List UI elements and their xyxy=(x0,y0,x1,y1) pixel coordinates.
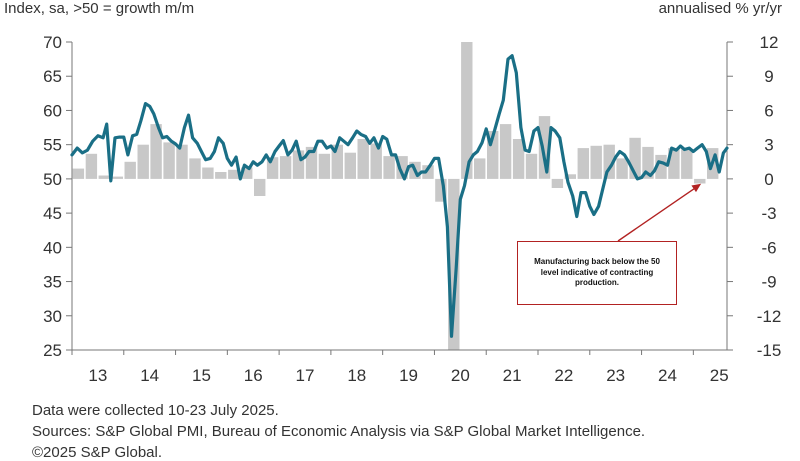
gdp-bar xyxy=(215,172,227,179)
gdp-bar xyxy=(370,143,382,179)
annotation-arrow-line xyxy=(617,186,698,242)
gdp-bar xyxy=(590,145,602,179)
gdp-bar xyxy=(694,178,706,184)
right-tick-label: 3 xyxy=(764,136,773,155)
left-axis-title: Index, sa, >50 = growth m/m xyxy=(4,0,195,17)
gdp-bar xyxy=(228,169,240,179)
x-tick-label: 16 xyxy=(244,366,263,385)
gdp-bar xyxy=(202,167,214,179)
gdp-bar xyxy=(616,158,628,179)
pmi-chart: 25 30 35 40 45 50 55 60 65 70 -15 -12 -9 -6 -3 0 3 6 9 12 13… xyxy=(43,33,782,385)
right-tick-label: 9 xyxy=(764,67,773,86)
data-collection-note: Data were collected 10-23 July 2025. xyxy=(32,402,279,419)
right-tick-label: -15 xyxy=(757,341,782,360)
left-tick-label: 25 xyxy=(43,341,62,360)
x-tick-label: 17 xyxy=(296,366,315,385)
gdp-bar xyxy=(111,176,123,179)
left-tick-label: 45 xyxy=(43,204,62,223)
left-tick-label: 60 xyxy=(43,101,62,120)
gdp-bar xyxy=(254,178,266,196)
copyright-note: ©2025 S&P Global. xyxy=(32,444,163,461)
x-tick-label: 20 xyxy=(451,366,470,385)
gdp-bar xyxy=(292,150,305,179)
gdp-bar xyxy=(85,153,98,179)
gdp-bar xyxy=(176,144,188,179)
gdp-bar xyxy=(435,178,447,202)
gdp-bar xyxy=(189,158,201,179)
gdp-bar xyxy=(422,165,434,179)
gdp-bar xyxy=(150,124,162,179)
left-tick-label: 65 xyxy=(43,67,62,86)
gdp-bar xyxy=(551,178,564,188)
right-axis-title: annualised % yr/yr xyxy=(658,0,782,17)
gdp-bar xyxy=(603,144,615,179)
gdp-bar xyxy=(668,148,680,179)
gdp-bar xyxy=(655,154,667,179)
gdp-bar xyxy=(525,153,538,179)
gdp-bar xyxy=(681,149,693,179)
annotation-arrow-head xyxy=(691,183,702,193)
gdp-bar xyxy=(642,146,654,179)
pmi-line xyxy=(70,54,729,338)
x-tick-label: 23 xyxy=(606,366,625,385)
gdp-bar xyxy=(279,156,292,179)
gdp-bar xyxy=(266,157,279,179)
gdp-bar xyxy=(344,152,356,179)
gdp-bar xyxy=(318,153,331,179)
gdp-bar xyxy=(331,144,343,179)
gdp-bar xyxy=(487,131,499,179)
x-tick-label: 22 xyxy=(554,366,573,385)
right-tick-label: -9 xyxy=(761,273,776,292)
x-tick-label: 19 xyxy=(399,366,418,385)
x-tick-label: 14 xyxy=(140,366,159,385)
gdp-bar xyxy=(577,148,589,179)
right-tick-label: -3 xyxy=(761,204,776,223)
gdp-bar xyxy=(512,139,525,179)
gdp-bar xyxy=(629,137,641,179)
x-tick-label: 21 xyxy=(503,366,522,385)
right-tick-label: 6 xyxy=(764,101,773,120)
gdp-bar xyxy=(396,156,408,179)
x-tick-label: 15 xyxy=(192,366,211,385)
left-tick-label: 30 xyxy=(43,307,62,326)
gdp-bar xyxy=(163,142,175,179)
gdp-bar xyxy=(72,168,85,179)
sources-note: Sources: S&P Global PMI, Bureau of Econo… xyxy=(32,423,646,440)
right-tick-label: -12 xyxy=(757,307,782,326)
left-tick-label: 55 xyxy=(43,136,62,155)
annotation-text: Manufacturing back below the 50 level in… xyxy=(534,256,660,288)
gdp-bar xyxy=(383,156,395,179)
x-tick-label: 13 xyxy=(88,366,107,385)
annotation-callout: Manufacturing back below the 50 level in… xyxy=(517,241,677,305)
gdp-bar xyxy=(241,167,253,179)
gdp-bar xyxy=(305,146,318,179)
x-tick-label: 18 xyxy=(347,366,366,385)
gdp-bar xyxy=(137,144,149,179)
gdp-bar xyxy=(564,174,576,179)
gdp-bar xyxy=(124,161,136,179)
left-tick-label: 70 xyxy=(43,33,62,52)
right-tick-label: -6 xyxy=(761,238,776,257)
left-tick-label: 35 xyxy=(43,273,62,292)
gdp-bar xyxy=(474,158,486,179)
right-tick-label: 0 xyxy=(764,170,773,189)
x-tick-label: 25 xyxy=(710,366,729,385)
x-tick-label: 24 xyxy=(658,366,677,385)
right-tick-label: 12 xyxy=(760,33,779,52)
left-tick-label: 50 xyxy=(43,170,62,189)
gdp-bar xyxy=(357,139,369,179)
gdp-bar xyxy=(448,178,460,350)
gdp-bar xyxy=(499,124,512,179)
gdp-bar xyxy=(98,175,110,179)
gdp-bar xyxy=(461,42,473,179)
gdp-bar xyxy=(538,116,551,179)
left-tick-label: 40 xyxy=(43,238,62,257)
